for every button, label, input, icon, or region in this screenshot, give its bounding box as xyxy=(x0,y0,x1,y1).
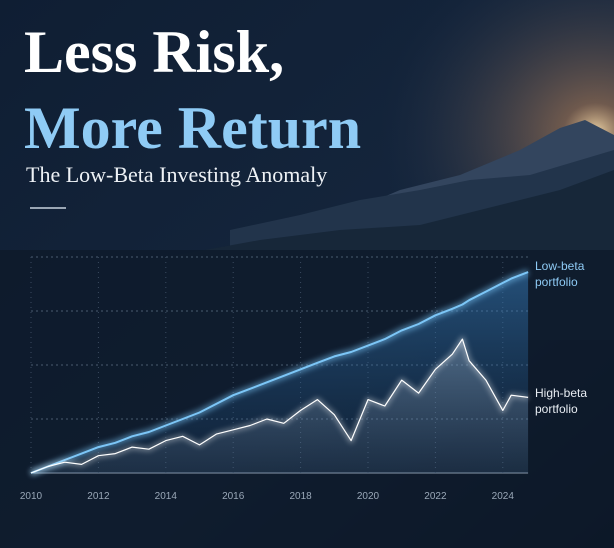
plot: 2010 2012 2014 2016 2018 2020 2022 2024 xyxy=(20,256,530,502)
x-tick-label: 2024 xyxy=(492,491,515,502)
x-tick-label: 2014 xyxy=(155,491,178,502)
x-tick-label: 2018 xyxy=(289,491,312,502)
title-line-2: More Return xyxy=(24,95,361,161)
subtitle: The Low-Beta Investing Anomaly xyxy=(26,162,327,187)
title-line-1: Less Risk, xyxy=(24,19,284,85)
series-line xyxy=(30,338,529,474)
label-high-beta: High-beta portfolio xyxy=(535,386,588,416)
x-tick-label: 2016 xyxy=(222,491,245,502)
area xyxy=(31,339,529,473)
x-tick-label: 2022 xyxy=(424,491,447,502)
label-low-beta: Low-beta portfolio xyxy=(535,259,585,289)
x-tick-label: 2010 xyxy=(20,491,43,502)
series-line xyxy=(30,271,529,474)
x-tick-label: 2012 xyxy=(87,491,110,502)
x-tick-label: 2020 xyxy=(357,491,380,502)
